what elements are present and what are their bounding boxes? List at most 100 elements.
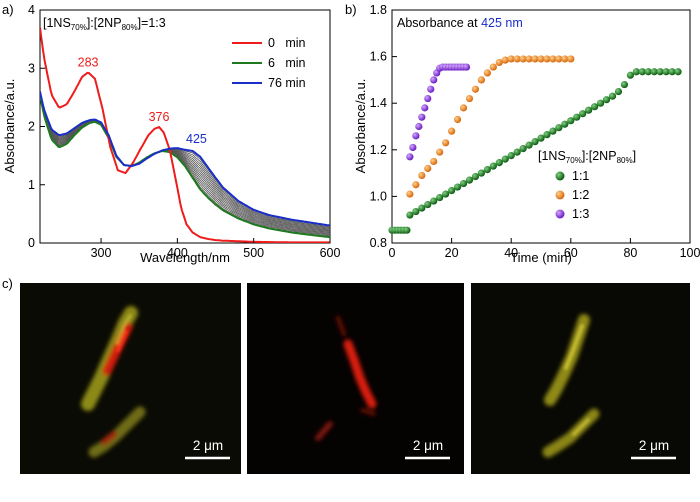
legend-label-1-3: 1:3 (572, 207, 589, 221)
point-1-2 (537, 55, 545, 63)
chart-b-ytick-label: 1.4 (370, 96, 387, 110)
peak-label-425: 425 (186, 132, 207, 146)
legend-label-76min: 76 min (268, 76, 306, 90)
point-1-2 (436, 148, 444, 156)
chart-a-ytick-label: 4 (28, 3, 35, 17)
point-1-1 (424, 200, 432, 209)
point-1-3 (424, 94, 432, 103)
scalebar-label-1: 2 μm (193, 438, 223, 453)
spectrum-76min (40, 91, 330, 227)
scalebar-label-3: 2 μm (639, 438, 669, 453)
point-1-2 (543, 55, 551, 63)
micrograph-yellow-bg (471, 283, 690, 474)
legend-label-1-1: 1:1 (572, 169, 589, 183)
point-1-2 (465, 94, 474, 103)
point-1-2 (471, 85, 480, 93)
point-1-1 (436, 193, 444, 202)
point-1-3 (415, 122, 423, 131)
point-1-1 (531, 138, 539, 146)
chart-b-xtick-label: 20 (445, 246, 459, 260)
scalebar-label-2: 2 μm (413, 438, 443, 453)
legend-marker-1-1 (555, 171, 565, 181)
chart-b-ytick-label: 0.8 (370, 236, 387, 250)
point-1-1 (632, 68, 640, 76)
legend-label-0min: 0 min (268, 36, 306, 50)
point-1-3 (421, 104, 429, 112)
point-1-2 (531, 55, 539, 63)
point-1-1 (555, 124, 563, 132)
point-1-1 (662, 68, 670, 76)
chart-b-ytick-label: 1.0 (370, 189, 387, 203)
chart-b-ylabel: Absorbance/a.u. (353, 79, 368, 174)
point-1-1 (549, 127, 557, 135)
point-1-2 (448, 127, 456, 135)
micrograph-merged: 2 μm (20, 283, 241, 474)
point-1-2 (567, 55, 575, 63)
point-1-1 (567, 117, 575, 125)
chart-b-ytick-label: 1.6 (370, 50, 387, 64)
point-1-1 (442, 190, 450, 198)
point-1-2 (459, 104, 468, 112)
point-1-2 (525, 55, 533, 63)
point-1-1 (525, 141, 533, 149)
point-1-1 (453, 183, 462, 191)
point-1-1 (537, 134, 545, 142)
micrograph-yellow: 2 μm (471, 283, 690, 474)
point-1-1 (418, 204, 426, 212)
point-1-1 (561, 120, 569, 128)
chart-a-ytick-label: 1 (28, 178, 35, 192)
chart-b: 0 20 40 60 80 100 0.8 1.0 1.2 1.4 1.6 1.8 Absorbanc… (353, 3, 700, 265)
micrograph-red-rods (315, 315, 377, 441)
point-1-3 (430, 76, 438, 84)
point-1-2 (418, 171, 426, 180)
point-1-1 (579, 110, 587, 118)
point-1-1 (519, 145, 527, 153)
point-1-1 (668, 68, 676, 76)
point-1-2 (519, 55, 527, 63)
point-1-2 (507, 55, 515, 63)
point-1-2 (424, 164, 432, 173)
chart-a-xlabel: Wavelength/nm (140, 250, 230, 265)
panel-label-a: a) (2, 2, 14, 17)
point-1-1 (573, 113, 581, 121)
chart-a-xtick-label: 300 (91, 246, 112, 260)
chart-b-xtick-label: 80 (623, 246, 637, 260)
chart-b-legend: 1:1 1:2 1:3 (555, 169, 589, 221)
panel-label-c: c) (2, 276, 13, 291)
micrograph-red: 2 μm (247, 283, 464, 474)
point-1-1 (608, 92, 617, 100)
point-1-2 (406, 190, 414, 198)
point-1-3 (427, 85, 435, 93)
point-1-1 (406, 211, 414, 219)
point-1-2 (442, 139, 450, 147)
chart-b-xtick-label: 0 (389, 246, 396, 260)
chart-a-legend: 0 min 6 min 76 min (232, 36, 306, 90)
point-1-2 (561, 55, 569, 63)
point-1-1 (471, 172, 480, 181)
point-1-1 (501, 155, 509, 163)
point-1-2 (412, 181, 420, 189)
point-1-2 (489, 63, 497, 71)
point-1-1 (543, 131, 551, 139)
point-1-1 (597, 99, 605, 107)
chart-b-frame (391, 9, 691, 244)
point-1-1 (495, 159, 503, 167)
point-1-1 (620, 80, 629, 89)
chart-a-ytick-label: 0 (28, 236, 35, 250)
chart-a-title: [1NS70%]:[2NP80%]=1:3 (43, 16, 166, 32)
point-1-3 (418, 113, 426, 121)
chart-a-ylabel: Absorbance/a.u. (2, 79, 17, 174)
chart-b-ytick-label: 1.2 (370, 143, 387, 157)
point-1-2 (477, 76, 485, 84)
point-1-3 (406, 153, 414, 161)
point-1-1 (614, 87, 623, 96)
point-1-1 (591, 103, 599, 111)
legend-marker-1-2 (555, 190, 565, 200)
chart-a-ytick-label: 2 (28, 120, 35, 134)
panel-label-b: b) (345, 2, 357, 17)
spectrum-6min (40, 94, 330, 239)
point-1-2 (453, 115, 462, 124)
chart-a-xtick-label: 600 (320, 246, 341, 260)
chart-b-ytick-label: 1.8 (370, 3, 387, 17)
